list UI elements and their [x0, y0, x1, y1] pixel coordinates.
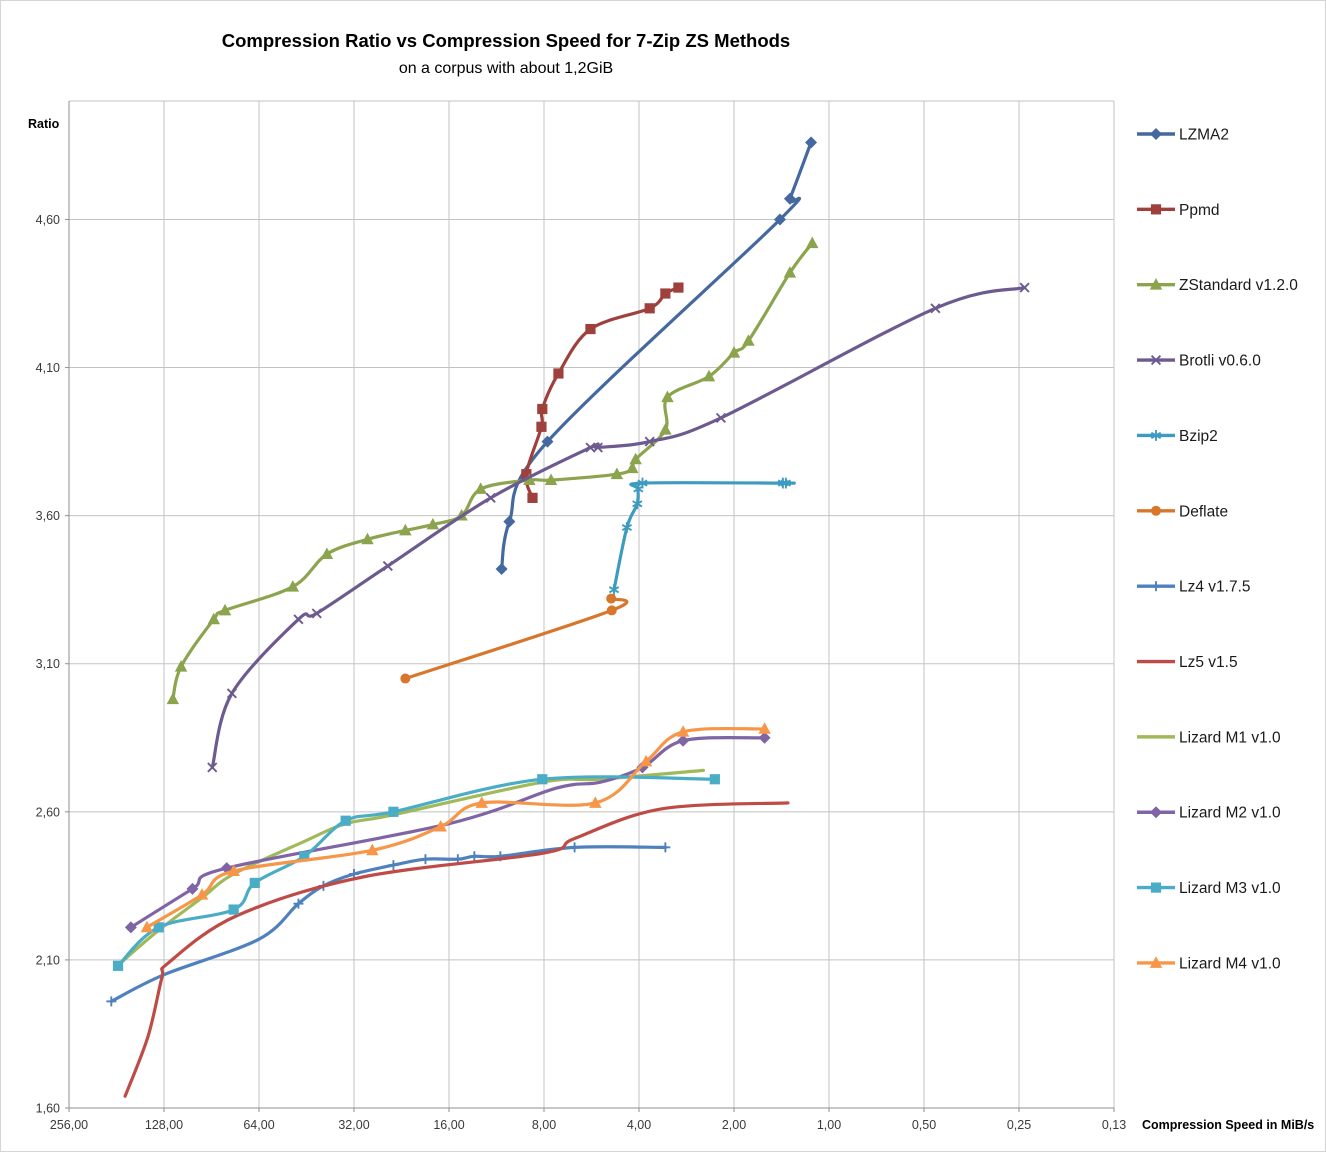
series-lz4-v1-7-5: [106, 842, 671, 1007]
series-zstandard-v1-2-0: [166, 236, 819, 705]
legend-label: ZStandard v1.2.0: [1179, 277, 1298, 294]
legend-label: Ppmd: [1179, 202, 1220, 219]
series-brotli-v0-6-0: [207, 282, 1030, 773]
y-tick-label: 2,10: [36, 953, 60, 967]
x-tick-label: 64,00: [243, 1118, 274, 1132]
series-lizard-m2-v1-0: [124, 731, 771, 934]
chart-subtitle: on a corpus with about 1,2GiB: [398, 60, 614, 77]
legend-label: Lizard M4 v1.0: [1179, 955, 1281, 972]
legend-item-lzma2: LZMA2: [1137, 127, 1229, 144]
x-tick-label: 16,00: [433, 1118, 464, 1132]
x-tick-label: 4,00: [627, 1118, 651, 1132]
legend-label: Bzip2: [1179, 428, 1218, 445]
series-bzip2: [608, 477, 796, 596]
legend-label: LZMA2: [1179, 127, 1229, 144]
x-axis-title: Compression Speed in MiB/s: [1142, 1118, 1315, 1132]
series-lz5-v1-5: [123, 801, 790, 1098]
legend-item-brotli-v0-6-0: Brotli v0.6.0: [1137, 353, 1261, 370]
legend-label: Lz5 v1.5: [1179, 654, 1238, 671]
x-tick-label: 128,00: [145, 1118, 183, 1132]
x-tick-label: 0,50: [912, 1118, 936, 1132]
legend-label: Lizard M1 v1.0: [1179, 729, 1281, 746]
x-tick-label: 1,00: [817, 1118, 841, 1132]
legend-label: Lizard M3 v1.0: [1179, 880, 1281, 897]
x-tick-label: 32,00: [338, 1118, 369, 1132]
x-tick-label: 0,13: [1102, 1118, 1126, 1132]
legend-item-bzip2: Bzip2: [1137, 428, 1218, 445]
axes: 256,00 128,00 64,00 32,00 16,00 8,00 4,00 2,00 1…: [36, 101, 1126, 1132]
y-tick-label: 1,60: [36, 1102, 60, 1116]
gridlines: [68, 100, 1115, 1109]
legend-item-lz4-v1-7-5: Lz4 v1.7.5: [1137, 579, 1251, 596]
series-ppmd: [521, 282, 684, 503]
legend-label: Lz4 v1.7.5: [1179, 579, 1251, 596]
legend-item-zstandard-v1-2-0: ZStandard v1.2.0: [1137, 277, 1298, 294]
legend-label: Deflate: [1179, 503, 1228, 520]
x-tick-label: 256,00: [50, 1118, 88, 1132]
legend-label: Lizard M2 v1.0: [1179, 805, 1281, 822]
y-tick-label: 3,60: [36, 509, 60, 523]
x-tick-label: 2,00: [722, 1118, 746, 1132]
x-tick-label: 0,25: [1007, 1118, 1031, 1132]
legend-item-lizard-m3-v1-0: Lizard M3 v1.0: [1137, 880, 1281, 897]
y-tick-label: 2,60: [36, 805, 60, 819]
legend-item-lz5-v1-5: Lz5 v1.5: [1137, 654, 1238, 671]
legend-label: Brotli v0.6.0: [1179, 353, 1261, 370]
series-lizard-m4-v1-0: [140, 722, 771, 933]
series-lizard-m3-v1-0: [112, 774, 720, 971]
legend: LZMA2 Ppmd ZStandard v1.2.0 Brotli v0.6.0 Bz…: [1137, 127, 1298, 972]
y-tick-label: 4,60: [36, 213, 60, 227]
legend-item-lizard-m1-v1-0: Lizard M1 v1.0: [1137, 729, 1281, 746]
legend-item-ppmd: Ppmd: [1137, 202, 1220, 219]
y-axis-title: Ratio: [28, 117, 60, 131]
legend-item-deflate: Deflate: [1137, 503, 1228, 520]
legend-item-lizard-m4-v1-0: Lizard M4 v1.0: [1137, 955, 1281, 972]
x-tick-label: 8,00: [532, 1118, 556, 1132]
series-lzma2: [495, 136, 818, 575]
series-deflate: [400, 593, 629, 684]
legend-item-lizard-m2-v1-0: Lizard M2 v1.0: [1137, 805, 1281, 822]
y-tick-label: 3,10: [36, 657, 60, 671]
y-tick-label: 4,10: [36, 361, 60, 375]
chart-title: Compression Ratio vs Compression Speed f…: [221, 30, 791, 51]
